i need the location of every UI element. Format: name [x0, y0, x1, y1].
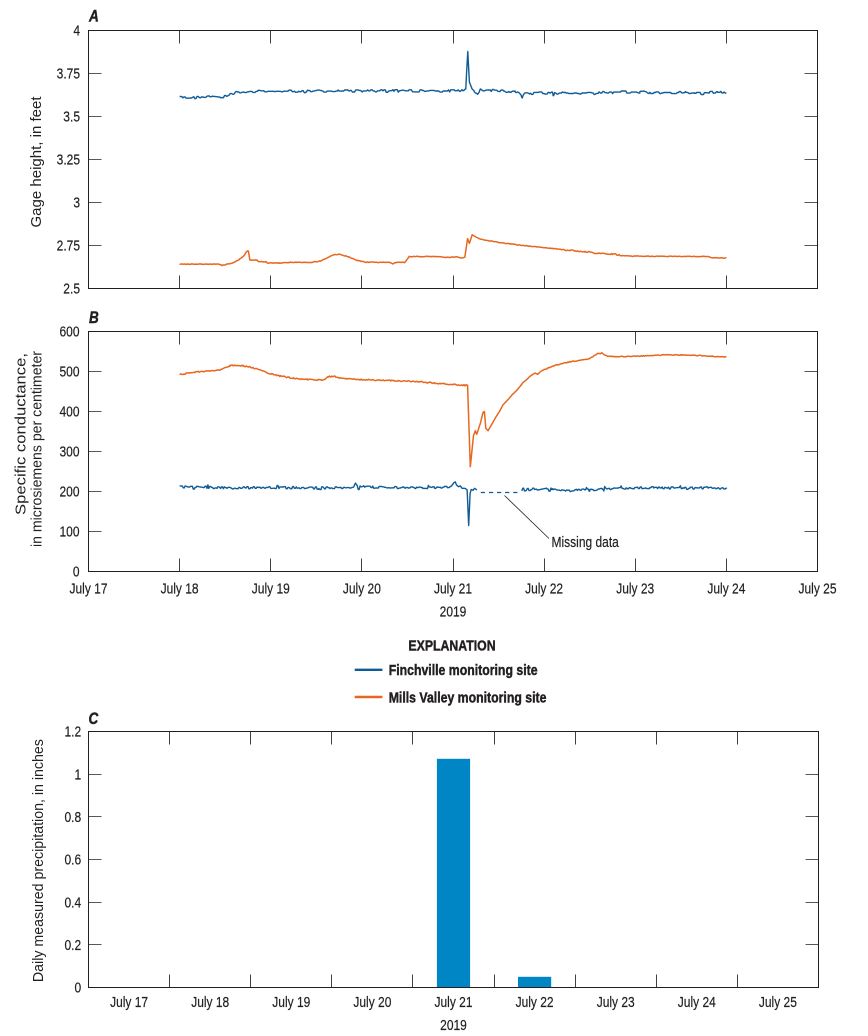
- svg-text:0.6: 0.6: [65, 851, 82, 868]
- svg-text:1.2: 1.2: [65, 723, 82, 740]
- svg-text:B: B: [89, 309, 99, 328]
- svg-text:EXPLANATION: EXPLANATION: [408, 637, 495, 653]
- svg-text:1: 1: [75, 766, 82, 783]
- svg-text:July 22: July 22: [525, 580, 563, 597]
- svg-text:0.2: 0.2: [65, 937, 82, 954]
- svg-text:400: 400: [59, 403, 79, 420]
- svg-text:July 22: July 22: [516, 994, 554, 1011]
- svg-text:3: 3: [73, 194, 80, 211]
- svg-text:Mills Valley monitoring site: Mills Valley monitoring site: [389, 689, 547, 705]
- svg-text:July 24: July 24: [678, 994, 716, 1011]
- svg-text:0: 0: [73, 563, 80, 580]
- svg-text:in microsiemens per centimeter: in microsiemens per centimeter: [28, 351, 45, 547]
- svg-text:2.5: 2.5: [63, 280, 80, 297]
- svg-text:July 20: July 20: [343, 580, 381, 597]
- svg-text:Daily measured precipitation,: Daily measured precipitation, in inches: [30, 739, 47, 982]
- svg-text:Gage height, in feet: Gage height, in feet: [28, 96, 45, 228]
- svg-text:3.25: 3.25: [57, 151, 80, 168]
- svg-text:2019: 2019: [440, 1017, 467, 1034]
- svg-text:Missing data: Missing data: [552, 534, 620, 551]
- svg-text:500: 500: [59, 363, 79, 380]
- svg-text:3.75: 3.75: [57, 65, 80, 82]
- svg-text:July 19: July 19: [252, 580, 290, 597]
- svg-text:July 24: July 24: [707, 580, 745, 597]
- svg-text:3.5: 3.5: [63, 108, 80, 125]
- svg-text:Finchville monitoring site: Finchville monitoring site: [389, 662, 538, 678]
- svg-text:July 23: July 23: [616, 580, 654, 597]
- svg-text:4: 4: [73, 22, 80, 39]
- svg-text:0.8: 0.8: [65, 809, 82, 826]
- svg-text:July 18: July 18: [161, 580, 199, 597]
- svg-text:2019: 2019: [440, 603, 467, 620]
- svg-text:0.4: 0.4: [65, 894, 82, 911]
- svg-text:2.75: 2.75: [57, 237, 80, 254]
- svg-text:July 17: July 17: [69, 580, 107, 597]
- svg-text:300: 300: [59, 443, 79, 460]
- svg-text:July 25: July 25: [759, 994, 797, 1011]
- svg-text:C: C: [89, 710, 100, 729]
- svg-text:July 20: July 20: [353, 994, 391, 1011]
- svg-text:July 21: July 21: [434, 994, 472, 1011]
- svg-text:July 17: July 17: [110, 994, 148, 1011]
- svg-text:July 25: July 25: [798, 580, 836, 597]
- svg-text:100: 100: [59, 523, 79, 540]
- svg-text:July 18: July 18: [191, 994, 229, 1011]
- svg-text:Specific conductance,: Specific conductance,: [13, 353, 30, 515]
- svg-text:July 23: July 23: [597, 994, 635, 1011]
- svg-text:200: 200: [59, 483, 79, 500]
- svg-text:July 21: July 21: [434, 580, 472, 597]
- svg-text:A: A: [88, 7, 99, 26]
- svg-text:July 19: July 19: [272, 994, 310, 1011]
- svg-text:0: 0: [75, 979, 82, 996]
- svg-text:600: 600: [59, 323, 79, 340]
